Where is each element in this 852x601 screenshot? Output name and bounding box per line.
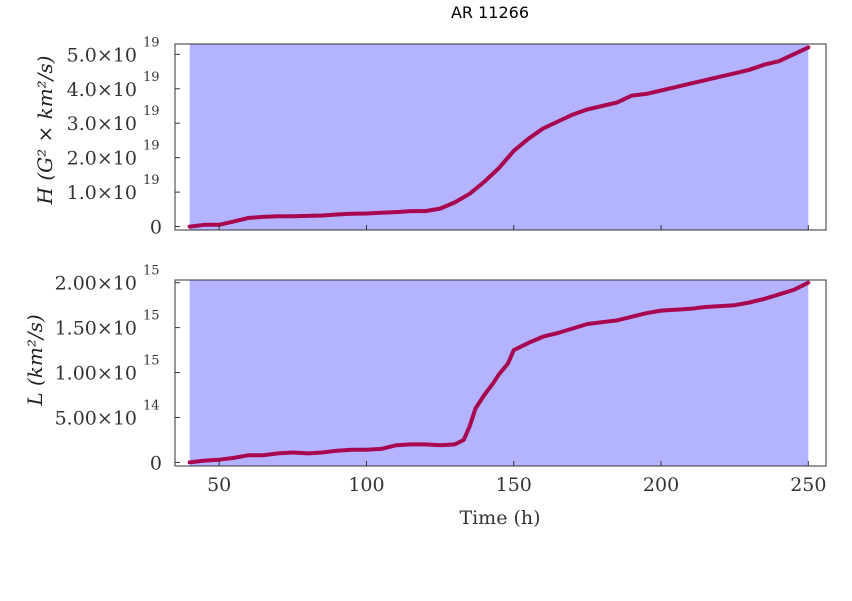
helicity-y-tick-exponent: 19: [143, 35, 160, 50]
helicity-y-tick-label: 0: [150, 217, 162, 239]
x-tick-label: 250: [790, 474, 826, 496]
helicity-x-ticks: [218, 225, 809, 230]
energy-y-ticks: 0 5.00×10 14 1.00×10 15 1.50×10 15 2.00×10 15: [55, 264, 180, 474]
energy-y-tick-label: 5.00×10: [55, 407, 137, 429]
helicity-panel: 0 1.0×10 19 2.0×10 19 3.0×10 19 4.0×10 19 5.0×10 1…: [33, 35, 827, 239]
helicity-plot-frame: [174, 43, 827, 231]
energy-y-axis-label: L (km²/s): [23, 314, 47, 406]
energy-y-tick-label: 2.00×10: [55, 273, 137, 295]
energy-y-tick-exponent: 15: [143, 354, 160, 369]
chart-title: AR 11266: [451, 3, 529, 22]
helicity-y-axis-label: H (G² × km²/s): [33, 56, 57, 206]
helicity-y-tick-label: 1.0×10: [67, 182, 137, 204]
energy-series-line: [187, 280, 811, 465]
energy-y-tick-exponent: 15: [143, 309, 160, 324]
x-tick-label: 200: [643, 474, 679, 496]
x-tick-label: 50: [207, 474, 231, 496]
energy-x-ticks: 50 100 150 200 250: [207, 461, 826, 496]
helicity-y-tick-exponent: 19: [143, 139, 160, 154]
helicity-y-tick-label: 5.0×10: [67, 44, 137, 66]
helicity-y-tick-exponent: 19: [143, 104, 160, 119]
helicity-y-tick-exponent: 19: [143, 70, 160, 85]
x-tick-label: 150: [496, 474, 532, 496]
helicity-y-ticks: 0 1.0×10 19 2.0×10 19 3.0×10 19 4.0×10 19 5.0×10 1…: [67, 35, 180, 239]
helicity-series-line: [187, 45, 811, 229]
helicity-y-tick-label: 4.0×10: [67, 79, 137, 101]
x-tick-label: 100: [348, 474, 384, 496]
x-axis-label: Time (h): [459, 507, 540, 529]
energy-y-tick-label: 0: [150, 452, 162, 474]
helicity-y-tick-exponent: 19: [143, 173, 160, 188]
helicity-y-tick-label: 2.0×10: [67, 148, 137, 170]
energy-y-tick-label: 1.50×10: [55, 318, 137, 340]
energy-y-tick-exponent: 15: [143, 264, 160, 279]
energy-y-tick-exponent: 14: [143, 398, 160, 413]
helicity-shaded-region: [189, 44, 809, 230]
energy-y-tick-label: 1.00×10: [55, 363, 137, 385]
helicity-y-tick-label: 3.0×10: [67, 113, 137, 135]
energy-panel: 0 5.00×10 14 1.00×10 15 1.50×10 15 2.00×10 15 50…: [23, 264, 827, 529]
